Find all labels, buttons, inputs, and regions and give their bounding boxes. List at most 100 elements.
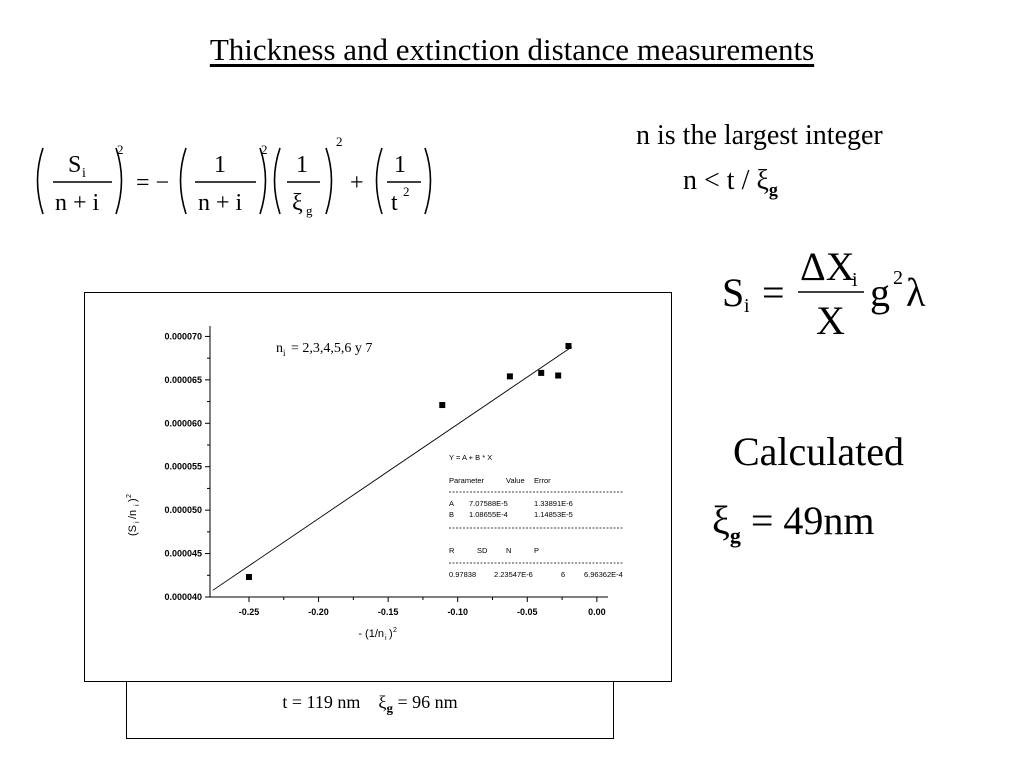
n-inequality-text: n < t / ξ [683,165,769,196]
term3-numerator: 1 [296,152,308,178]
scatter-chart: 0.000040 0.000045 0.000050 0.000055 0.000060… [126,326,624,642]
paren-left-3 [273,147,281,215]
fit-header: Parameter [449,476,485,485]
y-tick-label: 0.000070 [164,331,202,341]
caption-xi: ξ [378,692,387,712]
fit-header: Error [534,476,551,485]
caption-xi-value: = 96 nm [397,692,458,712]
x-tick-label: -0.25 [239,607,260,617]
term3-denominator: ξ [292,190,303,216]
y-tick-label: 0.000040 [164,592,202,602]
equals-minus: = − [136,170,169,196]
fit-cell: B [449,510,454,519]
data-point [565,342,572,349]
xi-subscript: g [729,523,741,548]
power-2: 2 [261,142,268,157]
power-3: 2 [336,134,343,149]
x-tick-label: -0.10 [447,607,468,617]
y-axis-title-sub: i [134,521,141,523]
fit-stat-header: N [506,546,511,555]
term2-numerator: 1 [214,152,226,178]
paren-right-2 [259,147,267,215]
x-tick-label: -0.20 [308,607,329,617]
term4-denominator-sup: 2 [403,184,410,199]
eq2-equals: = [762,270,785,315]
y-axis-title-mid: /n [127,510,139,519]
paren-left-4 [375,147,383,215]
y-tick-label: 0.000045 [164,549,202,559]
x-axis-title-sub: i [385,635,387,642]
fit-line [212,346,573,591]
fit-stat-header: R [449,546,455,555]
fit-cell: 1.08655E-4 [469,510,508,519]
n-inequality-sub: g [768,179,778,200]
y-tick-label: 0.000050 [164,505,202,515]
y-axis-title-sub2: i [134,504,141,506]
eq2-g-sup: 2 [893,267,903,289]
fit-cell: 1.33891E-6 [534,499,573,508]
x-axis-title-tail: ) [389,628,393,640]
xi-symbol: ξ [712,498,730,543]
fit-header: Value [506,476,525,485]
power-1: 2 [117,142,124,157]
eq2-numerator: ΔX [800,248,855,289]
annotation-values: = 2,3,4,5,6 y 7 [291,341,372,356]
fit-equation: Y = A + B * X [449,453,492,462]
caption-thickness: t = 119 nm [282,692,361,712]
term4-numerator: 1 [394,152,406,178]
eq2-numerator-sub: i [852,269,858,291]
x-axis-title: - (1/n i ) 2 [358,627,397,642]
fit-stat-value: 6.96362E-4 [584,570,623,579]
data-point [538,369,545,376]
fit-cell: A [449,499,454,508]
paren-right-1 [115,147,123,215]
fit-stat-value: 2.23547E-6 [494,570,533,579]
y-axis-title: (S i /n i ) 2 [126,494,141,536]
fit-stat-value: 0.97838 [449,570,476,579]
data-point [506,373,513,380]
eq2-lhs: S [722,270,744,315]
labels-layer: n i = 2,3,4,5,6 y 7 - (1/n i ) 2 (S i /n… [126,341,397,642]
caption-xi-sub: g [386,700,393,716]
y-axis-title-main: (S [127,525,139,536]
fit-stat-header: P [534,546,539,555]
lhs-numerator: S [68,152,81,178]
plus-sign: + [350,170,364,196]
eq2-lhs-sub: i [744,295,750,317]
calculated-label: Calculated [733,429,905,474]
x-axis-title-main: - (1/n [358,628,384,640]
paren-left-2 [179,147,187,215]
term2-denominator: n + i [198,190,243,216]
xi-value: = 49nm [750,498,875,543]
lhs-denominator: n + i [55,190,100,216]
eq2-lambda: λ [906,270,926,315]
annotation-n: n [276,341,283,356]
eq2-g: g [870,270,890,315]
calculated-xi-result: ξg = 49nm [712,497,875,549]
lhs-numerator-sub: i [82,166,86,181]
term4-denominator: t [391,190,398,216]
n-inequality: n < t / ξg [683,165,778,201]
plot-frame [84,292,672,682]
paren-right-3 [325,147,333,215]
axes-layer: 0.000040 0.000045 0.000050 0.000055 0.000060… [164,326,608,617]
y-tick-label: 0.000055 [164,462,202,472]
plot-caption: t = 119 nm ξg = 96 nm [126,692,614,717]
data-point [439,402,446,409]
paren-right-4 [424,147,432,215]
caption-box [126,682,614,739]
term3-denominator-sub: g [306,203,313,218]
x-tick-label: -0.15 [378,607,399,617]
marks-layer [212,342,573,591]
fit-table: Y = A + B * X Parameter Value Error A 7.07588… [449,453,624,579]
data-point [555,372,562,379]
paren-left-1 [36,147,44,215]
x-axis-title-sup: 2 [393,627,397,634]
y-tick-label: 0.000060 [164,418,202,428]
eq2-denominator: X [816,298,845,343]
y-axis-title-tail: ) [127,498,139,502]
x-tick-label: -0.05 [517,607,538,617]
data-point [245,574,252,581]
fit-cell: 1.14853E-5 [534,510,573,519]
equation-thickness-relation: S i n + i 2 = − 1 n + i 2 1 ξ g 2 + 1 t … [36,134,432,218]
